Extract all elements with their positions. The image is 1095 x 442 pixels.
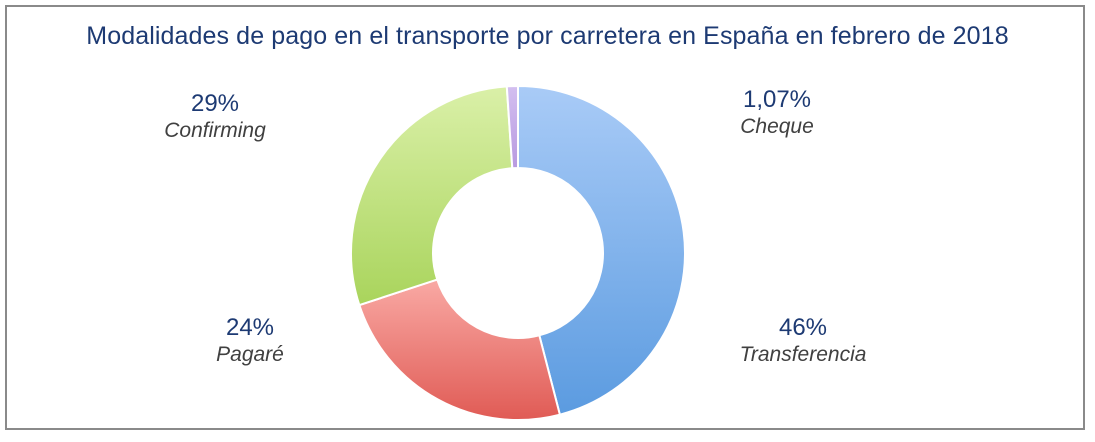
slice-label-pagare: 24% Pagaré	[190, 314, 310, 368]
slice-value-transferencia: 46%	[778, 314, 828, 341]
slice-name-confirming: Confirming	[164, 119, 266, 142]
slice-name-cheque: Cheque	[740, 115, 814, 138]
slice-value-pagare: 24%	[225, 314, 275, 341]
slice-pagar-	[358, 278, 562, 421]
slice-transferencia	[517, 84, 686, 416]
chart-title: Modalidades de pago en el transporte por…	[86, 22, 1009, 50]
slice-name-transferencia: Transferencia	[739, 343, 867, 366]
slice-label-cheque: 1,07% Cheque	[722, 86, 832, 140]
slice-label-confirming: 29% Confirming	[150, 90, 280, 144]
slice-cheque	[505, 84, 519, 170]
slice-value-cheque: 1,07%	[742, 86, 812, 113]
slice-name-pagare: Pagaré	[216, 343, 284, 366]
slice-confirming	[350, 85, 514, 307]
slice-value-confirming: 29%	[190, 90, 240, 117]
slice-label-transferencia: 46% Transferencia	[718, 314, 888, 368]
